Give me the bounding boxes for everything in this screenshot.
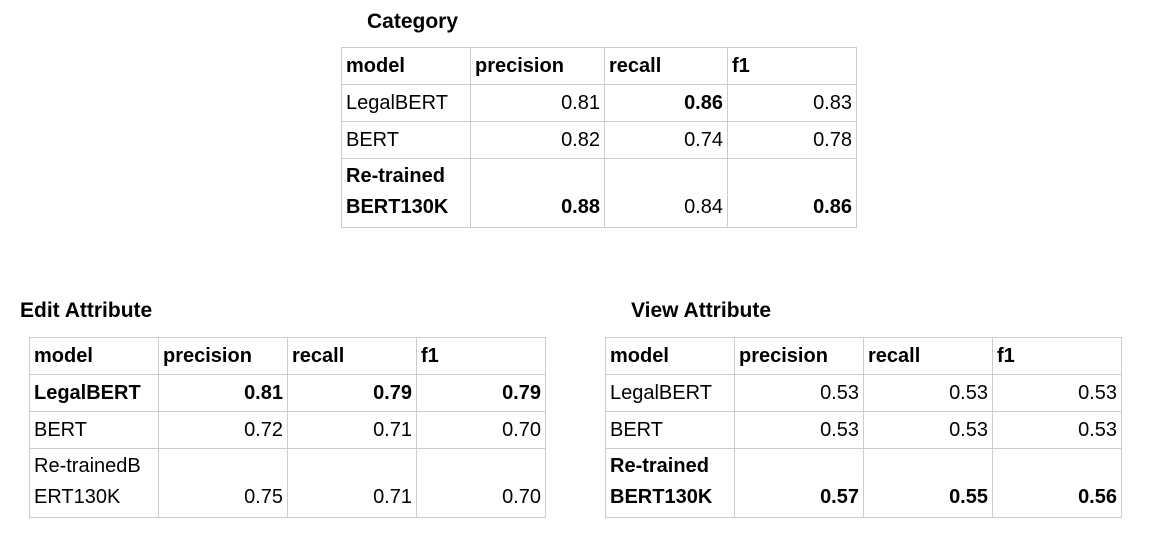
header-recall: recall xyxy=(287,337,417,375)
recall-cell: 0.71 xyxy=(287,411,417,449)
model-cell: LegalBERT xyxy=(341,84,471,122)
header-f1: f1 xyxy=(727,47,857,85)
header-precision: precision xyxy=(470,47,605,85)
header-precision: precision xyxy=(158,337,288,375)
f1-cell: 0.53 xyxy=(992,374,1122,412)
header-precision: precision xyxy=(734,337,864,375)
view-attribute-table: model precision recall f1 LegalBERT 0.53… xyxy=(605,337,1122,518)
f1-cell: 0.70 xyxy=(416,448,546,518)
table-row: LegalBERT 0.81 0.79 0.79 xyxy=(29,374,546,412)
precision-cell: 0.75 xyxy=(158,448,288,518)
model-cell: LegalBERT xyxy=(605,374,735,412)
header-f1: f1 xyxy=(992,337,1122,375)
f1-cell: 0.86 xyxy=(727,158,857,228)
model-cell: BERT xyxy=(341,121,471,159)
table-header-row: model precision recall f1 xyxy=(605,337,1122,375)
table-header-row: model precision recall f1 xyxy=(341,47,857,85)
precision-cell: 0.57 xyxy=(734,448,864,518)
header-model: model xyxy=(29,337,159,375)
header-recall: recall xyxy=(604,47,728,85)
table-row: BERT 0.82 0.74 0.78 xyxy=(341,121,857,159)
header-model: model xyxy=(605,337,735,375)
precision-cell: 0.81 xyxy=(158,374,288,412)
precision-cell: 0.53 xyxy=(734,374,864,412)
recall-cell: 0.84 xyxy=(604,158,728,228)
precision-cell: 0.88 xyxy=(470,158,605,228)
model-cell: Re-trainedB ERT130K xyxy=(29,448,159,518)
recall-cell: 0.53 xyxy=(863,374,993,412)
view-attribute-title: View Attribute xyxy=(631,299,772,322)
recall-cell: 0.53 xyxy=(863,411,993,449)
f1-cell: 0.70 xyxy=(416,411,546,449)
table-row: Re-trained BERT130K 0.57 0.55 0.56 xyxy=(605,448,1122,518)
category-title: Category xyxy=(367,10,459,33)
model-cell: Re-trained BERT130K xyxy=(605,448,735,518)
edit-attribute-table: model precision recall f1 LegalBERT 0.81… xyxy=(29,337,546,518)
recall-cell: 0.74 xyxy=(604,121,728,159)
precision-cell: 0.72 xyxy=(158,411,288,449)
table-row: LegalBERT 0.81 0.86 0.83 xyxy=(341,84,857,122)
recall-cell: 0.55 xyxy=(863,448,993,518)
header-recall: recall xyxy=(863,337,993,375)
edit-attribute-title: Edit Attribute xyxy=(20,299,153,322)
table-row: Re-trainedB ERT130K 0.75 0.71 0.70 xyxy=(29,448,546,518)
table-row: LegalBERT 0.53 0.53 0.53 xyxy=(605,374,1122,412)
header-model: model xyxy=(341,47,471,85)
header-f1: f1 xyxy=(416,337,546,375)
table-row: BERT 0.53 0.53 0.53 xyxy=(605,411,1122,449)
model-cell: BERT xyxy=(29,411,159,449)
precision-cell: 0.53 xyxy=(734,411,864,449)
model-cell: BERT xyxy=(605,411,735,449)
recall-cell: 0.79 xyxy=(287,374,417,412)
f1-cell: 0.83 xyxy=(727,84,857,122)
recall-cell: 0.71 xyxy=(287,448,417,518)
f1-cell: 0.53 xyxy=(992,411,1122,449)
table-header-row: model precision recall f1 xyxy=(29,337,546,375)
precision-cell: 0.82 xyxy=(470,121,605,159)
table-row: Re-trained BERT130K 0.88 0.84 0.86 xyxy=(341,158,857,228)
precision-cell: 0.81 xyxy=(470,84,605,122)
model-cell: Re-trained BERT130K xyxy=(341,158,471,228)
recall-cell: 0.86 xyxy=(604,84,728,122)
category-table: model precision recall f1 LegalBERT 0.81… xyxy=(341,47,857,228)
table-row: BERT 0.72 0.71 0.70 xyxy=(29,411,546,449)
f1-cell: 0.78 xyxy=(727,121,857,159)
f1-cell: 0.79 xyxy=(416,374,546,412)
model-cell: LegalBERT xyxy=(29,374,159,412)
f1-cell: 0.56 xyxy=(992,448,1122,518)
